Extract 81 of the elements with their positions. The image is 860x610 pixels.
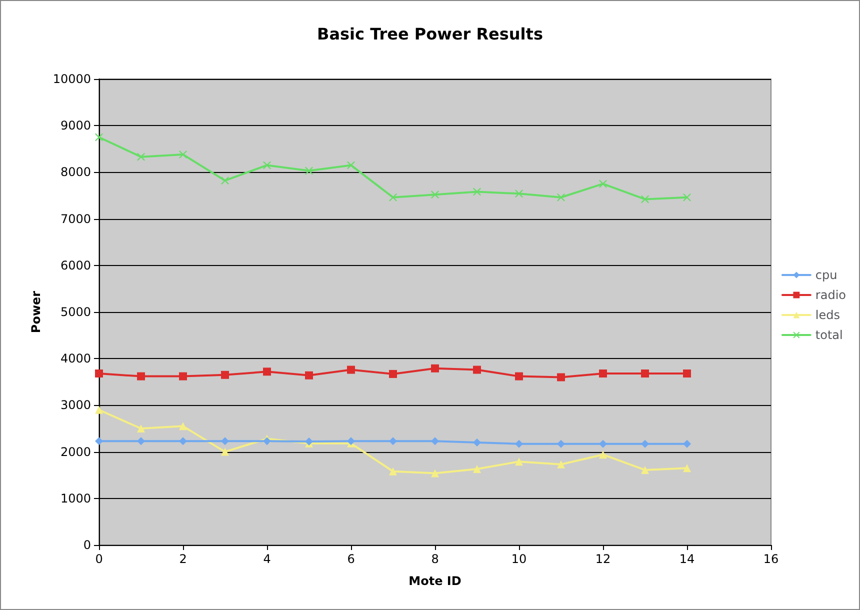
- point: [557, 193, 565, 202]
- x-tick-label: 4: [263, 552, 271, 566]
- point: [557, 440, 565, 448]
- point: [221, 176, 229, 185]
- point: [95, 370, 103, 378]
- point: [179, 372, 187, 380]
- point: [431, 469, 439, 478]
- point: [515, 372, 523, 380]
- y-tick-label: 6000: [60, 258, 91, 272]
- point: [389, 193, 397, 202]
- point: [641, 370, 649, 378]
- point: [683, 370, 691, 378]
- point: [515, 440, 523, 448]
- point: [641, 466, 649, 474]
- point: [431, 437, 439, 446]
- legend-label: total: [815, 328, 843, 342]
- point: [641, 440, 649, 448]
- point: [137, 424, 145, 432]
- y-tick-label: 7000: [60, 212, 91, 226]
- point: [137, 437, 145, 446]
- y-tick-label: 5000: [60, 305, 91, 319]
- point: [683, 464, 691, 472]
- point: [473, 465, 481, 474]
- x-tick-label: 16: [763, 552, 779, 566]
- point: [263, 368, 271, 376]
- y-tick-label: 10000: [52, 72, 91, 86]
- point: [137, 152, 145, 161]
- point: [221, 437, 229, 446]
- point: [347, 161, 355, 170]
- point: [515, 190, 523, 198]
- point: [599, 440, 607, 448]
- x-tick-label: 10: [511, 552, 527, 566]
- point: [179, 437, 187, 446]
- x-tick-label: 6: [347, 552, 355, 566]
- point: [557, 373, 565, 382]
- x-tick-label: 8: [431, 552, 439, 566]
- chart-title: Basic Tree Power Results: [317, 24, 543, 44]
- point: [599, 370, 607, 378]
- x-tick-label: 14: [679, 552, 695, 566]
- y-tick-label: 1000: [60, 491, 91, 506]
- y-tick-label: 0: [83, 538, 91, 552]
- point: [431, 190, 439, 199]
- point: [179, 422, 187, 430]
- point: [473, 188, 481, 196]
- point: [347, 366, 355, 374]
- point: [599, 180, 607, 188]
- y-tick-label: 8000: [60, 165, 91, 180]
- y-tick-label: 2000: [60, 444, 91, 459]
- point: [95, 437, 103, 446]
- x-tick-label: 0: [95, 552, 103, 566]
- x-tick-label: 12: [595, 552, 611, 566]
- y-tick-label: 9000: [60, 118, 91, 133]
- x-axis-title: Mote ID: [408, 574, 462, 588]
- point: [431, 364, 439, 372]
- point: [263, 161, 271, 170]
- point: [515, 458, 523, 466]
- point: [305, 166, 313, 175]
- x-tick-label: 2: [179, 552, 187, 566]
- point: [221, 370, 229, 379]
- point: [305, 371, 313, 380]
- point: [599, 450, 607, 459]
- point: [389, 467, 397, 476]
- point: [389, 370, 397, 378]
- y-axis-title: Power: [28, 290, 43, 334]
- point: [473, 366, 481, 374]
- point: [221, 448, 229, 456]
- point: [473, 438, 481, 446]
- point: [137, 372, 145, 380]
- y-tick-label: 3000: [60, 398, 91, 412]
- point: [683, 440, 691, 448]
- legend-label: radio: [815, 288, 846, 302]
- point: [683, 193, 691, 202]
- point: [263, 437, 271, 446]
- legend-label: leds: [815, 308, 840, 322]
- y-tick-label: 4000: [60, 352, 91, 366]
- point: [641, 195, 649, 204]
- point: [389, 437, 397, 446]
- point: [179, 150, 187, 158]
- legend-label: cpu: [815, 268, 838, 282]
- point: [95, 133, 103, 142]
- point: [557, 460, 565, 468]
